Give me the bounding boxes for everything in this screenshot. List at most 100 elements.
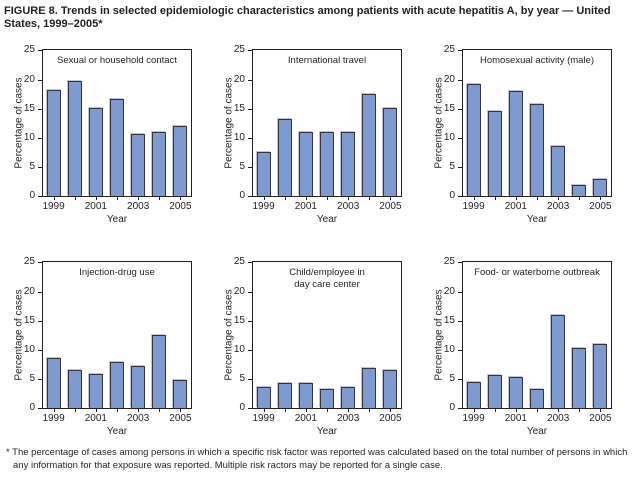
y-tick-label: 0 <box>239 402 245 414</box>
bar-2000 <box>67 80 82 197</box>
x-tick-mark <box>515 196 517 201</box>
y-axis-label: Percentage of cases <box>223 77 235 169</box>
y-tick-mark <box>248 320 253 322</box>
y-tick-mark <box>248 108 253 110</box>
y-tick-label: 20 <box>23 73 35 85</box>
y-tick-mark <box>38 167 43 169</box>
y-tick-label: 15 <box>233 102 245 114</box>
bar-2000 <box>277 119 292 197</box>
y-tick-mark <box>458 349 463 351</box>
x-tick-mark <box>95 196 97 201</box>
x-tick-mark <box>600 196 602 201</box>
y-tick-label: 0 <box>449 402 455 414</box>
bar-2005 <box>383 108 398 197</box>
y-tick-mark <box>38 262 43 264</box>
x-tick-label: 2005 <box>589 201 612 213</box>
chart-title: Homosexual activity (male) <box>479 55 595 67</box>
y-tick-label: 25 <box>233 256 245 268</box>
y-tick-mark <box>248 79 253 81</box>
y-tick-mark <box>38 50 43 52</box>
y-tick-label: 10 <box>443 131 455 143</box>
x-tick-mark <box>390 196 392 201</box>
y-tick-mark <box>248 408 253 410</box>
chart-title: Sexual or household contact <box>57 55 177 67</box>
bar-2003 <box>341 131 356 197</box>
x-tick-label: 2001 <box>294 413 317 425</box>
chart-panel-6: Percentage of cases Food- or waterborne o… <box>422 251 632 439</box>
x-tick-mark <box>537 408 538 413</box>
figure-footnote: * The percentage of cases among persons … <box>6 447 628 471</box>
x-tick-label: 2001 <box>84 201 107 213</box>
bar-2004 <box>572 348 587 409</box>
chart-panel-1: Percentage of cases Sexual or household c… <box>2 39 212 227</box>
y-tick-label: 5 <box>449 373 455 385</box>
y-tick-label: 25 <box>23 256 35 268</box>
y-tick-label: 0 <box>29 402 35 414</box>
x-tick-mark <box>390 408 392 413</box>
x-tick-label: 2001 <box>84 413 107 425</box>
x-tick-label: 2005 <box>169 201 192 213</box>
bar-2000 <box>67 369 82 409</box>
x-tick-mark <box>473 408 475 413</box>
y-tick-mark <box>38 137 43 139</box>
x-tick-mark <box>327 408 328 413</box>
x-tick-mark <box>369 196 371 201</box>
y-tick-label: 0 <box>449 190 455 202</box>
x-tick-mark <box>117 196 118 201</box>
x-tick-mark <box>74 408 76 413</box>
chart-title: Food- or waterborne outbreak <box>474 267 600 279</box>
y-tick-mark <box>458 262 463 264</box>
y-tick-mark <box>248 379 253 381</box>
bar-2005 <box>593 344 608 409</box>
y-tick-mark <box>38 196 43 198</box>
bar-2002 <box>320 389 334 409</box>
bar-1999 <box>466 382 481 409</box>
bar-1999 <box>46 358 61 409</box>
bar-2001 <box>298 132 313 197</box>
x-tick-label: 1999 <box>42 413 65 425</box>
x-tick-label: 2001 <box>294 201 317 213</box>
x-axis-label: Year <box>316 214 338 226</box>
y-tick-mark <box>458 408 463 410</box>
x-tick-mark <box>348 196 350 201</box>
bar-2000 <box>277 382 292 409</box>
y-tick-label: 15 <box>23 102 35 114</box>
x-tick-mark <box>284 408 286 413</box>
bar-2001 <box>508 90 523 197</box>
x-tick-mark <box>159 408 161 413</box>
plot-area: Percentage of cases Child/employee in day… <box>224 257 402 437</box>
bar-1999 <box>256 152 271 197</box>
plot-area: Percentage of cases Injection-drug use 0 5 1… <box>14 257 192 437</box>
y-tick-mark <box>458 137 463 139</box>
y-tick-mark <box>38 108 43 110</box>
y-tick-mark <box>38 79 43 81</box>
y-tick-mark <box>458 79 463 81</box>
x-tick-mark <box>305 408 307 413</box>
y-tick-mark <box>458 320 463 322</box>
bar-1999 <box>466 83 481 197</box>
x-tick-mark <box>369 408 371 413</box>
chart-title: Injection-drug use <box>79 267 155 279</box>
x-tick-label: 1999 <box>252 413 275 425</box>
x-tick-label: 2003 <box>127 413 150 425</box>
x-tick-label: 1999 <box>462 201 485 213</box>
y-tick-label: 15 <box>233 314 245 326</box>
bar-2001 <box>508 376 523 409</box>
y-tick-mark <box>248 262 253 264</box>
bar-2004 <box>152 132 167 197</box>
x-tick-mark <box>180 196 182 201</box>
y-axis-label: Percentage of cases <box>13 77 25 169</box>
bar-2005 <box>173 126 188 197</box>
y-tick-mark <box>458 167 463 169</box>
x-tick-mark <box>537 196 538 201</box>
x-tick-mark <box>473 196 475 201</box>
x-tick-mark <box>327 196 328 201</box>
x-tick-label: 2001 <box>504 413 527 425</box>
y-axis-label: Percentage of cases <box>433 77 445 169</box>
x-tick-mark <box>53 408 55 413</box>
y-tick-mark <box>38 408 43 410</box>
bar-2002 <box>110 361 124 409</box>
x-tick-label: 2005 <box>589 413 612 425</box>
bar-2005 <box>593 179 608 197</box>
